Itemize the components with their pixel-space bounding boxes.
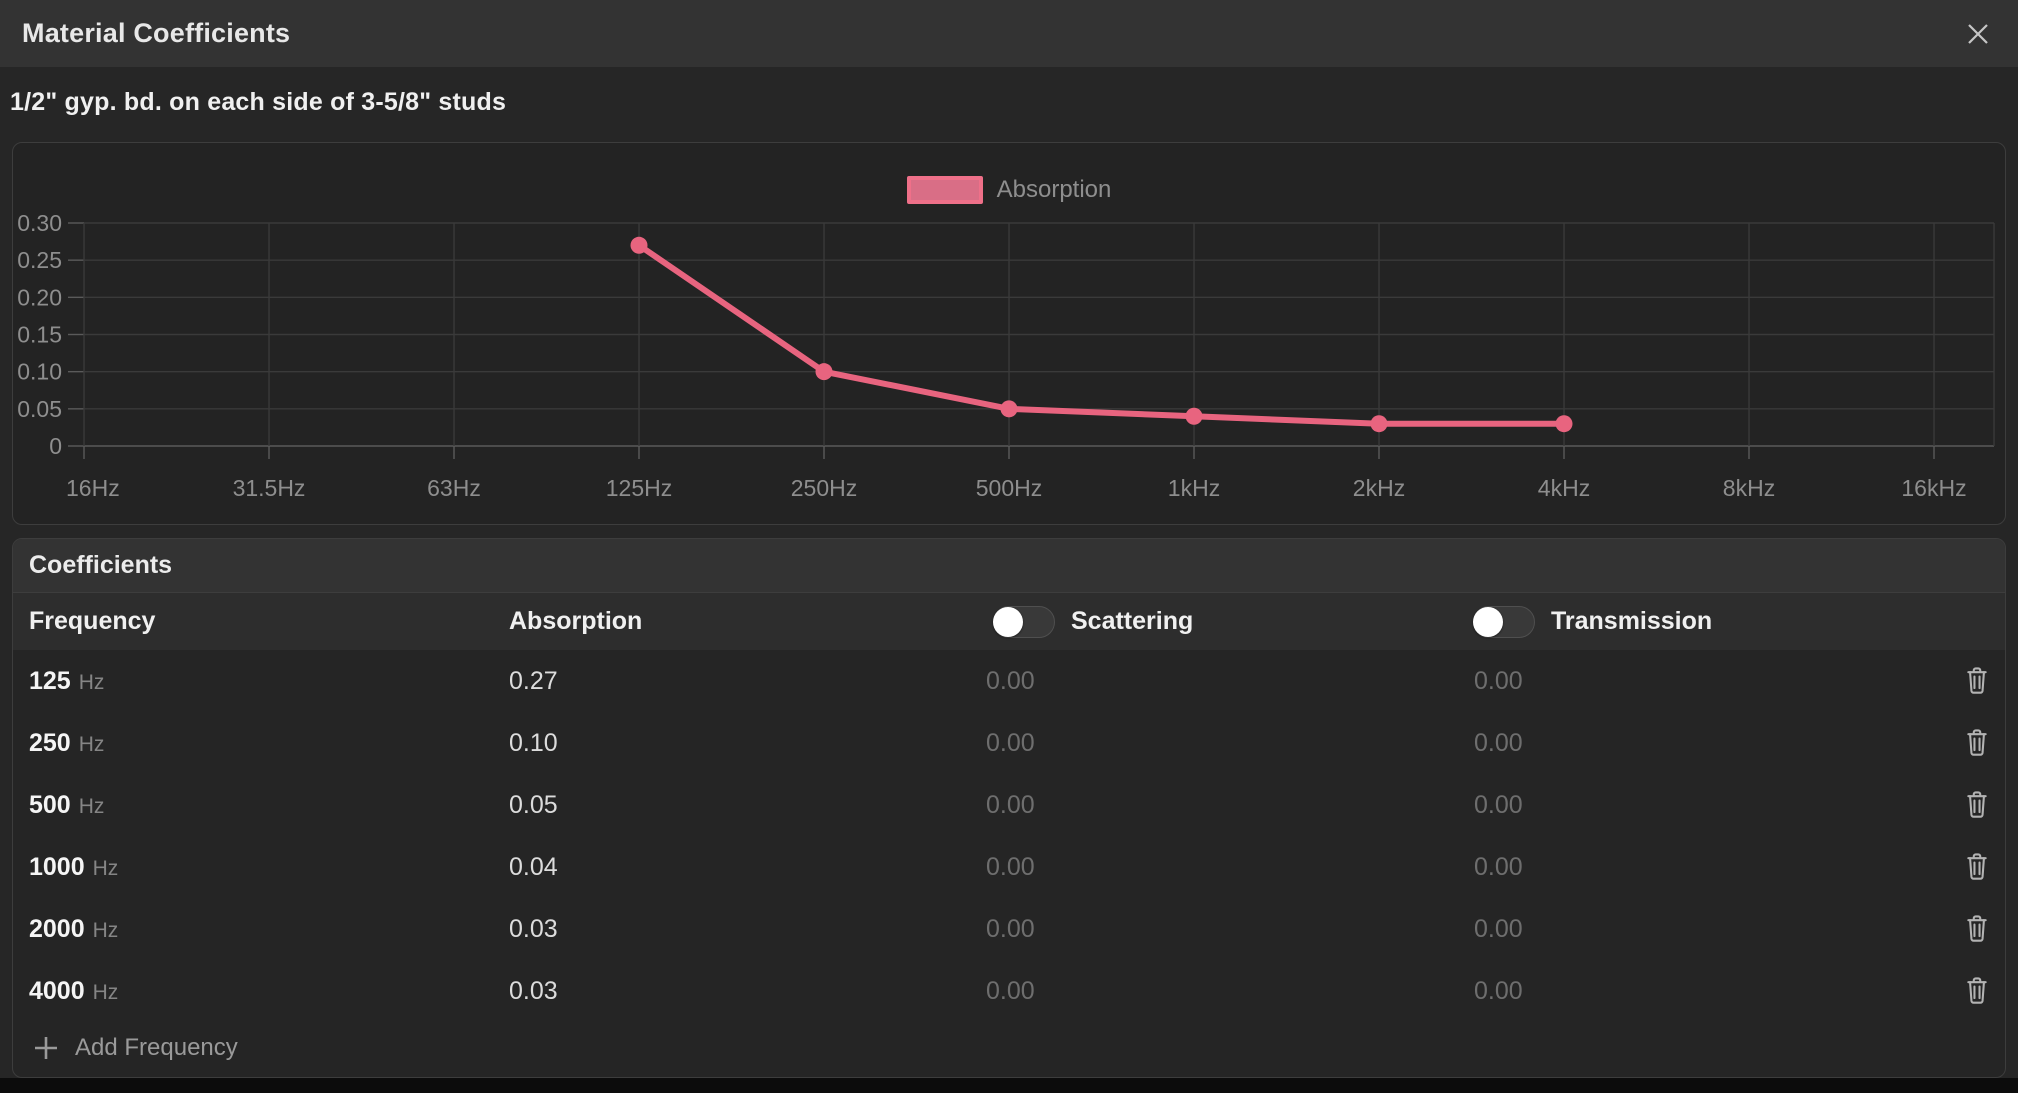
scattering-value: 0.00 bbox=[986, 915, 1035, 943]
x-axis-label: 500Hz bbox=[976, 475, 1042, 501]
y-axis-label: 0.10 bbox=[17, 359, 62, 385]
scattering-value: 0.00 bbox=[986, 729, 1035, 757]
transmission-value: 0.00 bbox=[1474, 977, 1523, 1005]
x-axis-label: 16Hz bbox=[66, 475, 120, 501]
frequency-value[interactable]: 250 bbox=[29, 729, 71, 757]
absorption-value[interactable]: 0.03 bbox=[509, 915, 558, 943]
x-axis-label: 4kHz bbox=[1538, 475, 1590, 501]
transmission-value: 0.00 bbox=[1474, 729, 1523, 757]
column-header-row: Frequency Absorption Scattering Transmis… bbox=[13, 593, 2005, 650]
absorption-line bbox=[636, 242, 1567, 427]
frequency-value[interactable]: 2000 bbox=[29, 915, 85, 943]
delete-row-button[interactable] bbox=[1959, 973, 1995, 1009]
absorption-value[interactable]: 0.27 bbox=[509, 667, 558, 695]
absorption-legend-swatch bbox=[906, 176, 983, 204]
table-row: 2000 Hz 0.03 0.00 0.00 bbox=[13, 898, 2005, 960]
absorption-data-point[interactable] bbox=[1185, 407, 1203, 425]
column-frequency-label: Frequency bbox=[29, 607, 156, 635]
absorption-value[interactable]: 0.03 bbox=[509, 977, 558, 1005]
x-axis-label: 125Hz bbox=[606, 475, 672, 501]
section-title: Coefficients bbox=[13, 539, 2005, 593]
delete-row-button[interactable] bbox=[1959, 787, 1995, 823]
x-axis-label: 8kHz bbox=[1723, 475, 1775, 501]
add-frequency-label: Add Frequency bbox=[75, 1034, 238, 1061]
frequency-unit: Hz bbox=[78, 733, 105, 756]
frequency-unit: Hz bbox=[78, 795, 105, 818]
material-name: 1/2" gyp. bd. on each side of 3-5/8" stu… bbox=[10, 88, 507, 116]
table-row: 250 Hz 0.10 0.00 0.00 bbox=[13, 712, 2005, 774]
absorption-data-point[interactable] bbox=[1555, 415, 1573, 433]
frequency-unit: Hz bbox=[78, 671, 105, 694]
x-axis-label: 250Hz bbox=[791, 475, 857, 501]
absorption-value[interactable]: 0.04 bbox=[509, 853, 558, 881]
chart-panel: 0.30 0.25 0.20 0.15 0.10 0.05 0 16Hz 31.5Hz 63Hz 1… bbox=[12, 142, 2006, 525]
column-scattering-label: Scattering bbox=[1071, 607, 1194, 635]
frequency-unit: Hz bbox=[92, 857, 119, 880]
trash-icon bbox=[1967, 915, 1987, 942]
dialog-titlebar: Material Coefficients bbox=[0, 0, 2018, 67]
table-row: 4000 Hz 0.03 0.00 0.00 bbox=[13, 960, 2005, 1022]
y-axis-label: 0.20 bbox=[17, 284, 62, 310]
absorption-data-point[interactable] bbox=[815, 363, 833, 381]
close-icon bbox=[1968, 24, 1988, 44]
scattering-toggle[interactable] bbox=[993, 605, 1055, 638]
legend-label: Absorption bbox=[996, 176, 1112, 203]
toggle-knob bbox=[993, 606, 1023, 637]
scattering-value: 0.00 bbox=[986, 853, 1035, 881]
x-axis-label: 1kHz bbox=[1168, 475, 1220, 501]
trash-icon bbox=[1967, 977, 1987, 1004]
x-axis-label: 63Hz bbox=[427, 475, 481, 501]
toggle-knob bbox=[1473, 606, 1503, 637]
x-axis-label: 31.5Hz bbox=[233, 475, 306, 501]
close-button[interactable] bbox=[1958, 14, 1998, 54]
delete-row-button[interactable] bbox=[1959, 849, 1995, 885]
add-frequency-button[interactable]: Add Frequency bbox=[13, 1022, 2005, 1074]
trash-icon bbox=[1967, 791, 1987, 818]
frequency-value[interactable]: 1000 bbox=[29, 853, 85, 881]
scattering-value: 0.00 bbox=[986, 667, 1035, 695]
absorption-data-point[interactable] bbox=[1000, 400, 1018, 418]
transmission-toggle[interactable] bbox=[1473, 605, 1535, 638]
frequency-value[interactable]: 4000 bbox=[29, 977, 85, 1005]
table-row: 125 Hz 0.27 0.00 0.00 bbox=[13, 650, 2005, 712]
delete-row-button[interactable] bbox=[1959, 663, 1995, 699]
trash-icon bbox=[1967, 667, 1987, 694]
trash-icon bbox=[1967, 853, 1987, 880]
delete-row-button[interactable] bbox=[1959, 725, 1995, 761]
transmission-value: 0.00 bbox=[1474, 915, 1523, 943]
absorption-data-point[interactable] bbox=[1370, 415, 1388, 433]
chart-legend[interactable]: Absorption bbox=[13, 174, 2005, 206]
transmission-value: 0.00 bbox=[1474, 667, 1523, 695]
y-axis-label: 0.15 bbox=[17, 322, 62, 348]
y-axis-label: 0.05 bbox=[17, 396, 62, 422]
frequency-value[interactable]: 125 bbox=[29, 667, 71, 695]
column-transmission-label: Transmission bbox=[1551, 607, 1713, 635]
table-row: 1000 Hz 0.04 0.00 0.00 bbox=[13, 836, 2005, 898]
delete-row-button[interactable] bbox=[1959, 911, 1995, 947]
dialog-title: Material Coefficients bbox=[22, 18, 291, 48]
plus-icon bbox=[35, 1037, 57, 1059]
column-absorption-label: Absorption bbox=[509, 607, 643, 635]
absorption-data-point[interactable] bbox=[630, 236, 648, 254]
x-axis-label: 16kHz bbox=[1901, 475, 1966, 501]
y-axis-label: 0.25 bbox=[17, 247, 62, 273]
y-axis-label: 0 bbox=[49, 433, 62, 459]
frequency-value[interactable]: 500 bbox=[29, 791, 71, 819]
frequency-unit: Hz bbox=[92, 981, 119, 1004]
x-axis-label: 2kHz bbox=[1353, 475, 1405, 501]
table-row: 500 Hz 0.05 0.00 0.00 bbox=[13, 774, 2005, 836]
scattering-value: 0.00 bbox=[986, 977, 1035, 1005]
transmission-value: 0.00 bbox=[1474, 853, 1523, 881]
frequency-unit: Hz bbox=[92, 919, 119, 942]
y-axis-label: 0.30 bbox=[17, 210, 62, 236]
scattering-value: 0.00 bbox=[986, 791, 1035, 819]
absorption-value[interactable]: 0.10 bbox=[509, 729, 558, 757]
trash-icon bbox=[1967, 729, 1987, 756]
transmission-value: 0.00 bbox=[1474, 791, 1523, 819]
coefficients-panel: Coefficients Frequency Absorption Scatte… bbox=[12, 538, 2006, 1078]
absorption-value[interactable]: 0.05 bbox=[509, 791, 558, 819]
